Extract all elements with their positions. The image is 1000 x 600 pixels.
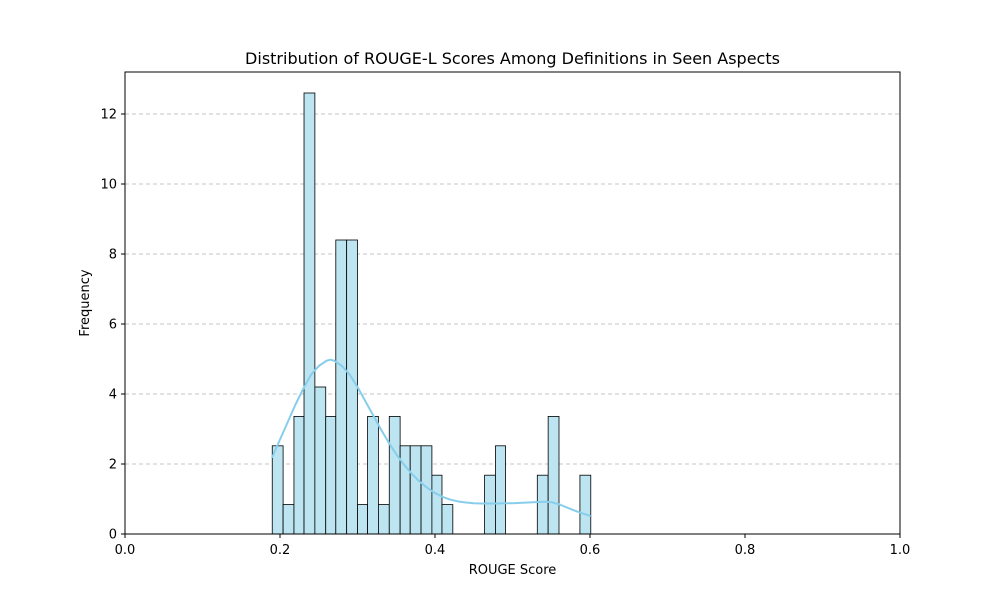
histogram-bar [536, 474, 549, 535]
plot-frame [124, 71, 901, 535]
histogram-bar [495, 445, 506, 535]
histogram-bar [335, 239, 348, 535]
x-axis-ticks: 0.0 0.2 0.4 0.6 0.8 1.0 [115, 534, 911, 558]
histogram-bar [357, 504, 368, 535]
chart-title: Distribution of ROUGE-L Scores Among Def… [245, 49, 780, 68]
x-tick-label: 0.4 [425, 543, 446, 558]
histogram-bar [399, 445, 411, 535]
histogram-bar [314, 386, 327, 535]
histogram-bar [431, 474, 443, 535]
histogram-bar [378, 504, 390, 535]
kde-curve-group [271, 358, 591, 517]
histogram-bar [282, 504, 295, 535]
y-axis-label: Frequency [78, 269, 93, 336]
histogram-bar [367, 415, 379, 535]
x-tick-label: 0.8 [735, 543, 756, 558]
y-tick-label: 4 [109, 388, 117, 403]
histogram-bar [579, 474, 592, 535]
y-tick-label: 12 [100, 108, 117, 123]
histogram-bar [547, 415, 560, 535]
histogram-bar [303, 92, 316, 535]
x-tick-label: 0.2 [270, 543, 291, 558]
histogram-bar [293, 415, 305, 535]
x-axis-label: ROUGE Score [469, 563, 557, 578]
y-tick-label: 8 [109, 248, 117, 263]
grid-lines [125, 113, 900, 465]
histogram-bar [484, 474, 496, 535]
x-tick-label: 1.0 [890, 543, 911, 558]
histogram-bar [441, 504, 454, 535]
histogram-bar [409, 445, 422, 535]
y-tick-label: 10 [100, 178, 117, 193]
histogram-bar [346, 239, 358, 535]
histogram-bar [271, 445, 284, 535]
y-axis-ticks: 0 2 4 6 8 10 12 [100, 108, 125, 543]
x-tick-label: 0.6 [580, 543, 601, 558]
y-tick-label: 0 [109, 528, 117, 543]
y-tick-label: 2 [109, 458, 117, 473]
histogram-bar [388, 415, 401, 535]
histogram-bar [325, 415, 337, 535]
y-tick-label: 6 [109, 318, 117, 333]
histogram-bars [271, 92, 592, 535]
kde-curve [271, 358, 591, 517]
x-tick-label: 0.0 [115, 543, 136, 558]
